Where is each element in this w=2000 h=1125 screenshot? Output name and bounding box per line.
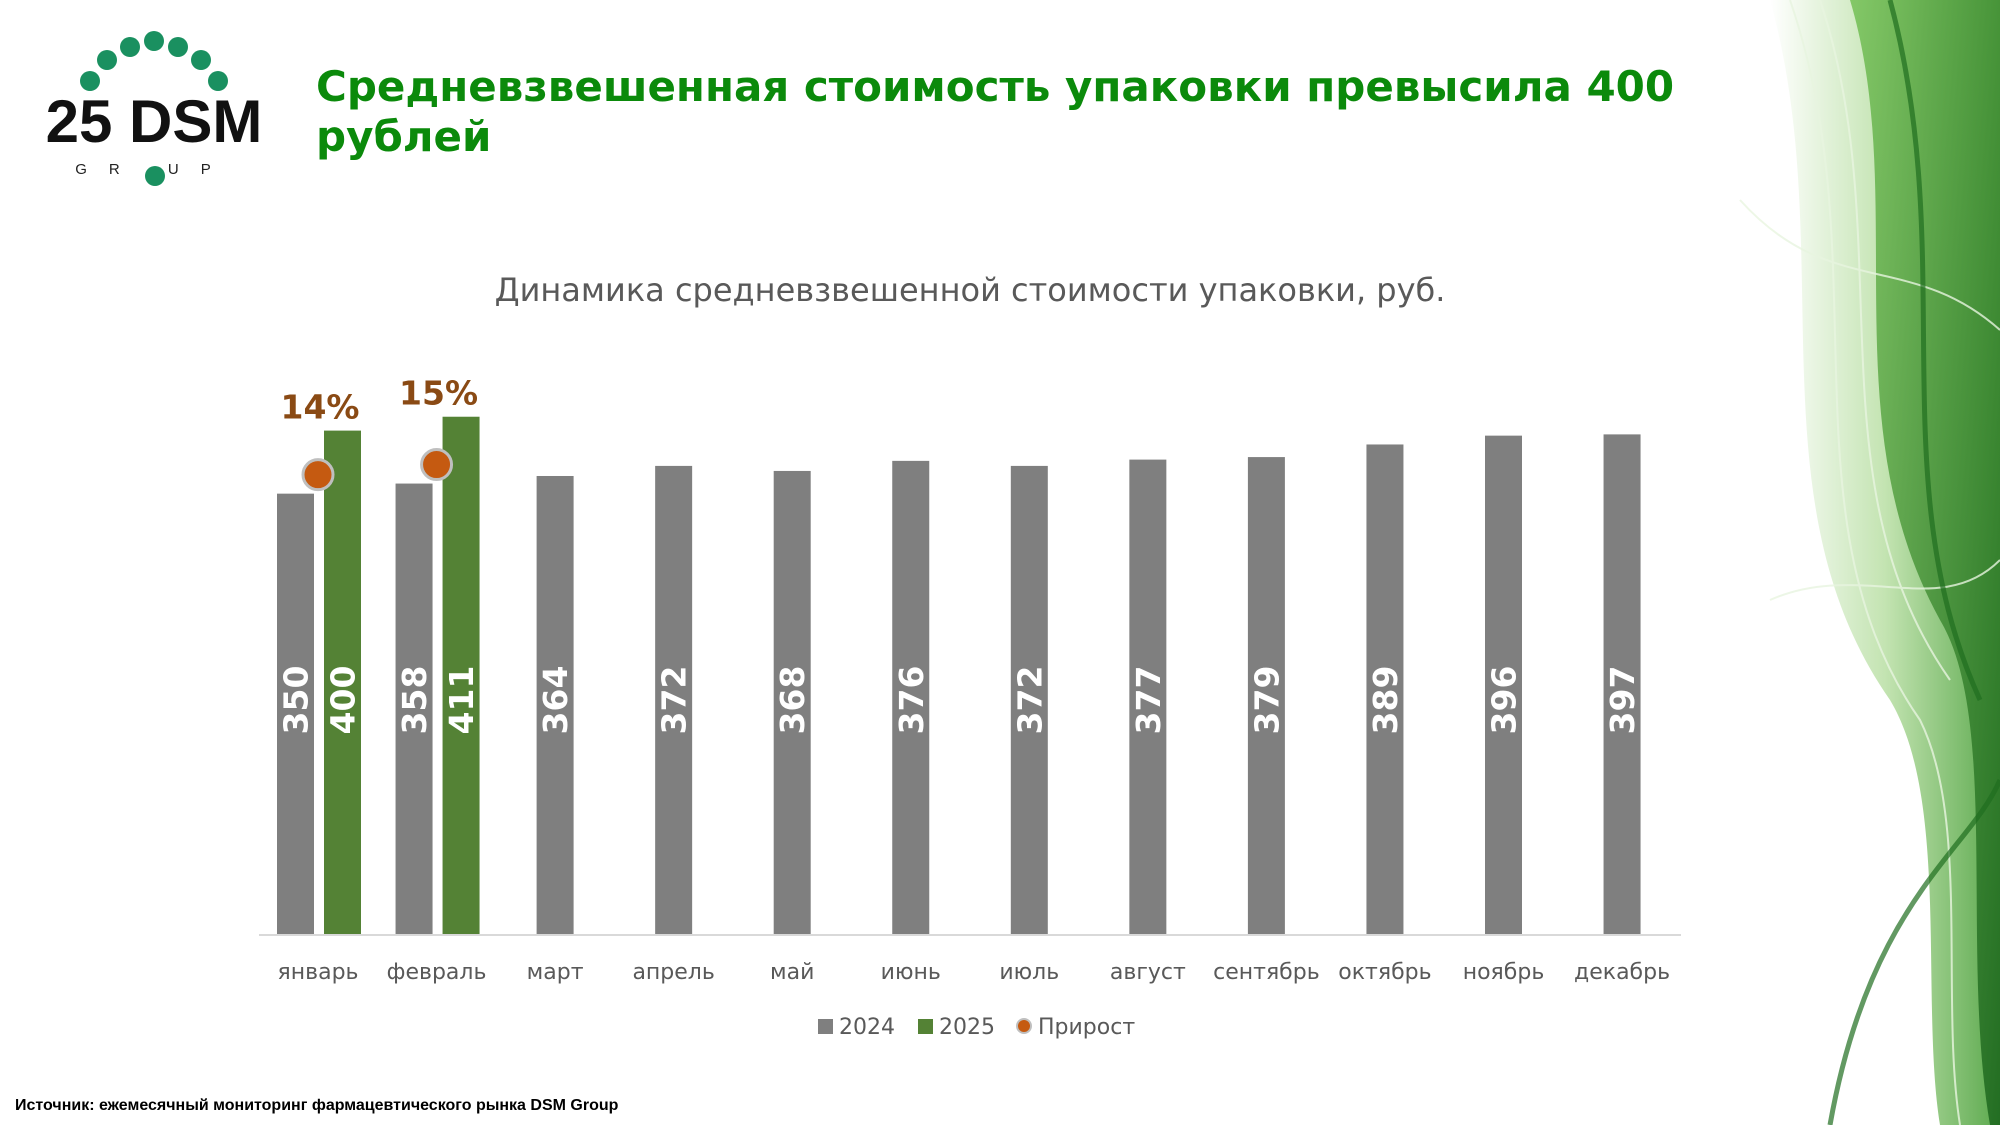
growth-label: 15% [399, 374, 478, 413]
growth-marker [301, 458, 335, 492]
bar-value-label: 379 [1247, 666, 1286, 735]
x-tick-label: февраль [387, 960, 487, 985]
growth-marker [420, 448, 454, 482]
bar-value-label: 376 [892, 666, 931, 735]
x-tick-label: январь [278, 960, 359, 985]
bar-2024 [1485, 435, 1522, 935]
bar-2024 [1366, 444, 1404, 935]
x-tick-label: июль [999, 960, 1059, 985]
bar-2024 [773, 470, 811, 935]
legend-swatch-2024 [818, 1019, 833, 1034]
bar-2025 [442, 416, 480, 935]
x-tick-label: август [1110, 960, 1186, 985]
dsm-group-logo: 25 DSM GR UP [46, 31, 263, 186]
svg-text:25 DSM: 25 DSM [46, 88, 263, 155]
source-note: Источник: ежемесячный мониторинг фармаце… [15, 1097, 619, 1114]
legend-swatch-2025 [918, 1019, 933, 1034]
bar-chart: Динамика средневзвешенной стоимости упак… [259, 271, 1681, 1040]
legend-label-2024: 2024 [839, 1015, 895, 1040]
bar-2024 [1247, 457, 1285, 935]
bar-value-label: 397 [1603, 666, 1642, 735]
bar-value-label: 372 [655, 666, 694, 735]
bar-2024 [1010, 465, 1048, 935]
growth-label: 14% [281, 388, 360, 427]
green-swirl-decoration [1739, 0, 2000, 1125]
bar-value-label: 411 [442, 666, 481, 735]
bar-value-label: 364 [536, 666, 575, 735]
x-tick-label: апрель [632, 960, 714, 985]
svg-text:GR UP: GR UP [75, 161, 233, 178]
bar-2024 [395, 483, 433, 935]
chart-title: Динамика средневзвешенной стоимости упак… [495, 271, 1446, 309]
bar-value-label: 368 [773, 666, 812, 735]
legend-label-growth: Прирост [1038, 1015, 1135, 1040]
x-tick-label: ноябрь [1463, 960, 1545, 985]
bar-value-label: 350 [277, 666, 316, 735]
bar-2025 [324, 430, 361, 935]
legend-label-2025: 2025 [939, 1015, 995, 1040]
x-tick-label: октябрь [1338, 960, 1431, 985]
bar-2024 [655, 465, 693, 935]
legend: 2024 2025 Прирост [818, 1015, 1135, 1040]
bar-2024 [277, 493, 314, 935]
legend-swatch-growth [1016, 1018, 1032, 1034]
x-tick-label: декабрь [1574, 960, 1670, 985]
page-title: Средневзвешенная стоимость упаковки прев… [316, 62, 1675, 161]
bar-value-label: 377 [1129, 666, 1168, 735]
bar-2024 [892, 460, 930, 935]
bar-2024 [536, 475, 574, 935]
bar-2024 [1603, 434, 1641, 935]
x-tick-label: март [527, 960, 584, 985]
bar-value-label: 396 [1485, 666, 1524, 735]
bar-value-label: 358 [395, 666, 434, 735]
bar-value-label: 400 [324, 666, 363, 735]
bar-value-label: 389 [1366, 666, 1405, 735]
x-tick-label: июнь [881, 960, 941, 985]
bar-2024 [1129, 459, 1167, 935]
x-tick-label: май [770, 960, 814, 985]
bar-value-label: 372 [1010, 666, 1049, 735]
x-tick-label: сентябрь [1213, 960, 1320, 985]
